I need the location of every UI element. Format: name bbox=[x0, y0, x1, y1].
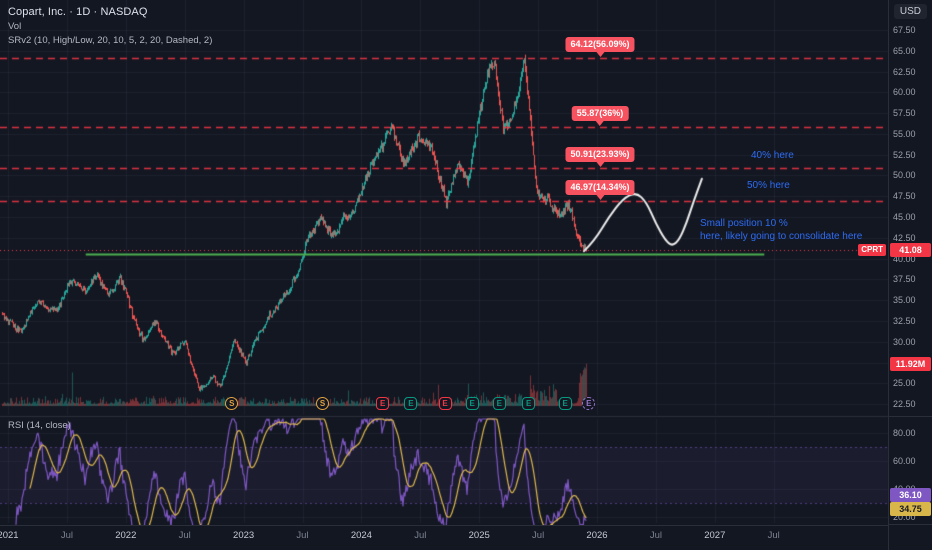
resistance-level-text: 46.97(14.34%) bbox=[565, 179, 635, 195]
rsi-axis-tick: 80.00 bbox=[893, 428, 916, 439]
price-axis-tick: 30.00 bbox=[893, 336, 916, 347]
resistance-level-text: 64.12(56.09%) bbox=[565, 37, 635, 53]
time-axis-label: Jul bbox=[296, 530, 309, 541]
time-axis-label: 2023 bbox=[233, 530, 255, 541]
chart-text-annotation[interactable]: 50% here bbox=[747, 180, 790, 191]
down-arrow-icon bbox=[595, 52, 604, 58]
price-axis-tick: 57.50 bbox=[893, 108, 916, 119]
price-axis-tick: 25.00 bbox=[893, 378, 916, 389]
time-axis-label: Jul bbox=[532, 530, 545, 541]
time-axis-label: 2027 bbox=[704, 530, 726, 541]
price-axis-tick: 52.50 bbox=[893, 149, 916, 160]
chart-text-annotation[interactable]: Small position 10 % here, likely going t… bbox=[700, 218, 863, 242]
price-axis-tick: 67.50 bbox=[893, 24, 916, 35]
resistance-level-text: 55.87(36%) bbox=[571, 105, 629, 121]
earnings-marker[interactable]: E bbox=[558, 397, 572, 410]
price-axis-tick: 35.00 bbox=[893, 295, 916, 306]
price-axis-tick: 37.50 bbox=[893, 274, 916, 285]
earnings-marker[interactable]: E bbox=[404, 397, 418, 410]
price-axis[interactable]: 41.08 11.92M 36.10 34.75 67.50 65.00 62.50… bbox=[888, 0, 932, 550]
time-axis-label: Jul bbox=[178, 530, 191, 541]
resistance-level-label[interactable]: 46.97(14.34%) bbox=[565, 179, 635, 200]
pane-separator bbox=[889, 524, 932, 525]
time-axis-label: 2024 bbox=[350, 530, 372, 541]
resistance-level-text: 50.91(23.93%) bbox=[565, 146, 635, 162]
time-axis-label: 2022 bbox=[115, 530, 137, 541]
earnings-marker[interactable]: E bbox=[376, 397, 390, 410]
resistance-level-label[interactable]: 50.91(23.93%) bbox=[565, 146, 635, 167]
time-axis-label: 2025 bbox=[468, 530, 490, 541]
earnings-marker[interactable]: E bbox=[522, 397, 536, 410]
time-axis-label: Jul bbox=[767, 530, 780, 541]
time-axis-label: Jul bbox=[60, 530, 73, 541]
time-axis[interactable]: 2021 Jul 2022 Jul 2023 Jul 2024 Jul 2025 Jul 2026 J… bbox=[0, 525, 888, 550]
last-price-tag: 41.08 bbox=[890, 242, 931, 257]
price-axis-tick: 55.00 bbox=[893, 128, 916, 139]
price-axis-tick: 42.50 bbox=[893, 232, 916, 243]
currency-button[interactable]: USD bbox=[893, 4, 927, 19]
chart-legend: Copart, Inc. · 1D · NASDAQ Vol SRv2 (10,… bbox=[8, 6, 212, 46]
earnings-marker[interactable]: E bbox=[438, 397, 452, 410]
price-axis-tick: 47.50 bbox=[893, 191, 916, 202]
down-arrow-icon bbox=[596, 120, 604, 126]
price-axis-tick: 62.50 bbox=[893, 66, 916, 77]
price-axis-tick: 60.00 bbox=[893, 87, 916, 98]
earnings-marker[interactable]: E bbox=[582, 397, 596, 410]
time-axis-label: 2021 bbox=[0, 530, 19, 541]
symbol-price-flag: CPRT bbox=[858, 243, 886, 256]
earnings-marker[interactable]: E bbox=[465, 397, 479, 410]
split-marker[interactable]: S bbox=[316, 397, 330, 410]
volume-indicator-label[interactable]: Vol bbox=[8, 21, 22, 32]
rsi-indicator-label[interactable]: RSI (14, close) bbox=[8, 420, 71, 431]
rsi-value-tag: 36.10 bbox=[890, 487, 931, 502]
time-axis-label: Jul bbox=[414, 530, 427, 541]
resistance-level-label[interactable]: 55.87(36%) bbox=[571, 105, 629, 126]
price-axis-tick: 45.00 bbox=[893, 212, 916, 223]
price-axis-tick: 22.50 bbox=[893, 399, 916, 410]
time-axis-label: Jul bbox=[649, 530, 662, 541]
volume-value-tag: 11.92M bbox=[890, 356, 931, 371]
time-axis-label: 2026 bbox=[586, 530, 608, 541]
srv2-indicator-label[interactable]: SRv2 (10, High/Low, 20, 10, 5, 2, 20, Da… bbox=[8, 35, 213, 46]
price-axis-tick: 65.00 bbox=[893, 45, 916, 56]
symbol-title[interactable]: Copart, Inc. · 1D · NASDAQ bbox=[8, 6, 148, 18]
price-axis-tick: 40.00 bbox=[893, 253, 916, 264]
earnings-marker[interactable]: E bbox=[492, 397, 506, 410]
down-arrow-icon bbox=[595, 161, 604, 167]
chart-text-annotation[interactable]: 40% here bbox=[751, 150, 794, 161]
rsi-axis-tick: 60.00 bbox=[893, 456, 916, 467]
pane-separator bbox=[889, 416, 932, 417]
rsi-ma-value-tag: 34.75 bbox=[890, 501, 931, 516]
resistance-level-label[interactable]: 64.12(56.09%) bbox=[565, 37, 635, 58]
down-arrow-icon bbox=[595, 194, 604, 200]
rsi-axis-tick: 20.00 bbox=[893, 512, 916, 523]
price-axis-tick: 32.50 bbox=[893, 316, 916, 327]
price-axis-tick: 50.00 bbox=[893, 170, 916, 181]
split-marker[interactable]: S bbox=[225, 397, 239, 410]
